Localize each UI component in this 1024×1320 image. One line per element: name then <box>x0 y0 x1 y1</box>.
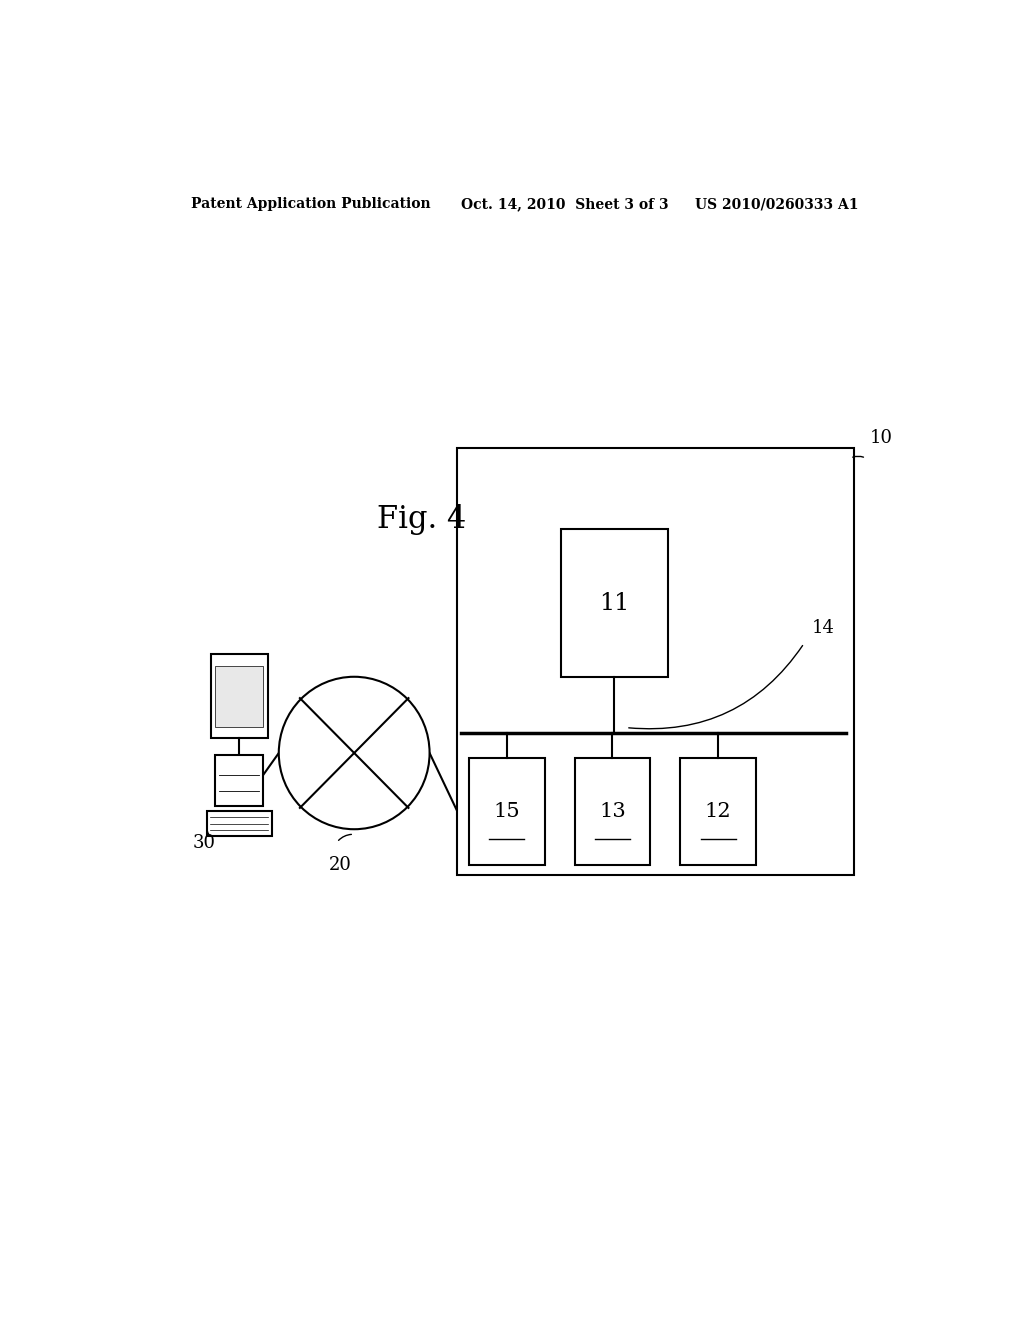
Bar <box>211 655 267 738</box>
Ellipse shape <box>279 677 430 829</box>
Bar <box>215 755 263 805</box>
Bar <box>458 447 854 875</box>
Text: Oct. 14, 2010  Sheet 3 of 3: Oct. 14, 2010 Sheet 3 of 3 <box>461 197 669 211</box>
Text: Fig. 4: Fig. 4 <box>377 504 466 535</box>
Bar <box>215 665 263 726</box>
Text: 15: 15 <box>494 803 520 821</box>
Bar <box>207 810 271 837</box>
Text: 12: 12 <box>705 803 731 821</box>
Text: 11: 11 <box>599 591 629 615</box>
Text: 30: 30 <box>194 834 216 853</box>
Text: 13: 13 <box>599 803 626 821</box>
Text: 20: 20 <box>329 855 351 874</box>
Bar <box>560 529 668 677</box>
Bar <box>469 758 545 865</box>
Text: 14: 14 <box>812 619 835 638</box>
Bar <box>574 758 650 865</box>
Text: 10: 10 <box>870 429 893 447</box>
Bar <box>680 758 756 865</box>
Text: US 2010/0260333 A1: US 2010/0260333 A1 <box>695 197 859 211</box>
Text: Patent Application Publication: Patent Application Publication <box>191 197 431 211</box>
